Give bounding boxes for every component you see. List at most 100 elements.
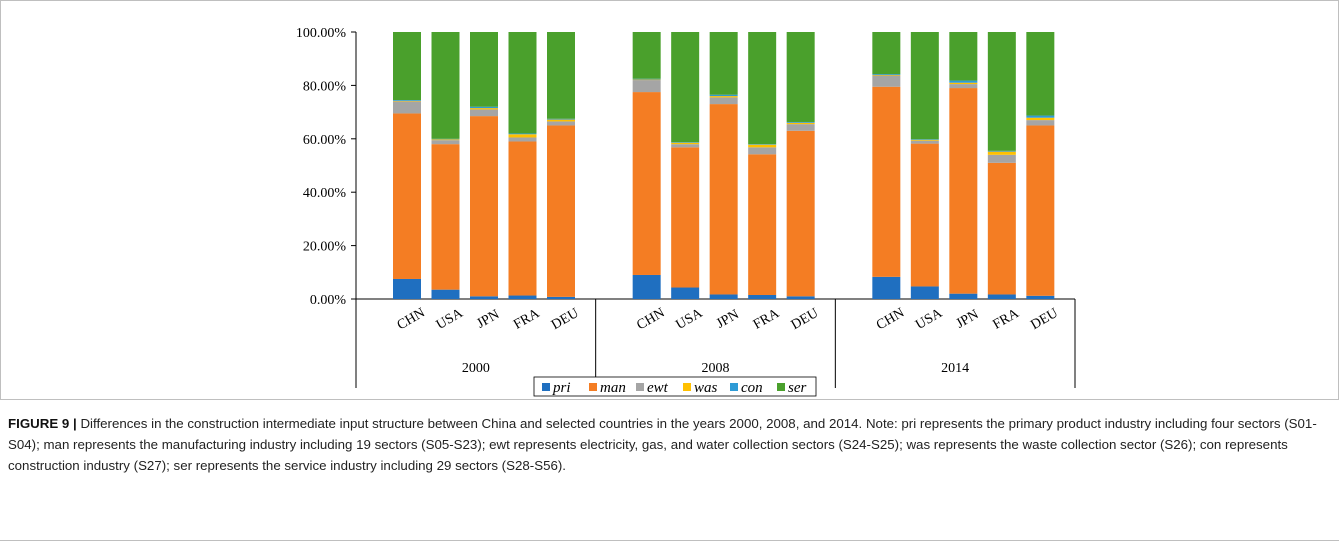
bar-segment-pri bbox=[910, 286, 939, 299]
bar-segment-con bbox=[748, 144, 777, 145]
bar-segment-con bbox=[632, 78, 661, 80]
bar-segment-pri bbox=[671, 287, 700, 299]
y-tick-label: 80.00% bbox=[303, 79, 347, 94]
bar-segment-ser bbox=[748, 32, 777, 145]
bar-segment-pri bbox=[987, 294, 1016, 299]
bar-segment-con bbox=[949, 80, 978, 83]
bar-segment-was bbox=[470, 108, 498, 110]
y-tick-label: 40.00% bbox=[303, 186, 347, 201]
legend-swatch-ser bbox=[777, 383, 785, 391]
bar-segment-ser bbox=[431, 32, 460, 139]
bar-segment-was bbox=[987, 151, 1016, 155]
bar-segment-man bbox=[748, 154, 777, 295]
group-label: 2008 bbox=[702, 361, 730, 376]
x-tick-label: USA bbox=[913, 305, 946, 332]
bar-segment-was bbox=[671, 142, 700, 145]
x-tick-label: FRA bbox=[991, 306, 1023, 333]
bar-segment-pri bbox=[949, 293, 978, 299]
bar-segment-con bbox=[431, 138, 460, 140]
x-tick-label: USA bbox=[674, 305, 707, 332]
bar-segment-con bbox=[987, 150, 1016, 152]
legend-swatch-was bbox=[683, 383, 691, 391]
bar-segment-con bbox=[709, 94, 738, 97]
x-tick-label: DEU bbox=[789, 306, 821, 333]
bar-segment-pri bbox=[547, 296, 575, 299]
legend-label-pri: pri bbox=[552, 380, 571, 396]
bar-segment-ewt bbox=[632, 80, 661, 93]
bar-segment-was bbox=[431, 139, 460, 141]
figure-frame: 0.00% 20.00% 40.00% 60.00% 80.00% 100.00% CHN U… bbox=[0, 0, 1339, 400]
bar-segment-ewt bbox=[949, 84, 978, 89]
bar-segment-ewt bbox=[547, 121, 575, 126]
bar-segment-ser bbox=[872, 32, 901, 75]
caption-label: FIGURE 9 | bbox=[8, 416, 77, 431]
x-tick-label: CHN bbox=[874, 306, 907, 334]
bar-segment-man bbox=[431, 144, 460, 290]
bar-segment-pri bbox=[748, 294, 777, 299]
bar-segment-man bbox=[547, 125, 575, 297]
legend-swatch-man bbox=[589, 383, 597, 391]
bar-segment-ser bbox=[987, 32, 1016, 151]
x-tick-label: FRA bbox=[511, 306, 543, 333]
bar-segment-ser bbox=[508, 32, 537, 134]
group-label: 2014 bbox=[941, 361, 969, 376]
x-tick-label: FRA bbox=[751, 306, 783, 333]
group-label: 2000 bbox=[462, 361, 490, 376]
y-tick-label: 20.00% bbox=[303, 240, 347, 255]
bar-segment-ser bbox=[786, 32, 815, 122]
bar-segment-ser bbox=[393, 32, 421, 101]
bar-segment-ser bbox=[671, 32, 700, 143]
bar-segment-pri bbox=[872, 276, 901, 299]
bottom-divider bbox=[0, 540, 1339, 541]
legend-label-was: was bbox=[694, 380, 718, 396]
bar-segment-ser bbox=[709, 32, 738, 95]
bar-segment-man bbox=[470, 116, 498, 297]
bar-segment-man bbox=[709, 104, 738, 295]
bar-segment-was bbox=[1026, 117, 1055, 121]
bar-segment-con bbox=[910, 139, 939, 140]
bar-segment-man bbox=[632, 92, 661, 275]
y-tick-label: 60.00% bbox=[303, 133, 347, 148]
bar-segment-was bbox=[547, 119, 575, 122]
legend-label-man: man bbox=[600, 380, 626, 396]
bar-segment-ewt bbox=[431, 140, 460, 145]
bar-segment-ewt bbox=[872, 75, 901, 87]
bar-segment-man bbox=[987, 162, 1016, 295]
bar-segment-pri bbox=[786, 296, 815, 299]
bar-segment-man bbox=[671, 147, 700, 288]
bar-segment-man bbox=[508, 141, 537, 296]
x-tick-label: JPN bbox=[714, 307, 742, 332]
bar-segment-was bbox=[709, 96, 738, 98]
bar-segment-man bbox=[949, 88, 978, 294]
caption-text: Differences in the construction intermed… bbox=[8, 416, 1317, 473]
y-tick-label: 100.00% bbox=[296, 26, 347, 41]
bar-segment-con bbox=[872, 74, 901, 75]
x-tick-label: JPN bbox=[954, 307, 982, 332]
bar-segment-was bbox=[508, 134, 537, 138]
bar-segment-pri bbox=[632, 274, 661, 299]
bar-segment-was bbox=[748, 144, 777, 148]
bar-segment-ser bbox=[910, 32, 939, 140]
bar-segment-man bbox=[1026, 125, 1055, 296]
bar-segment-ewt bbox=[470, 109, 498, 117]
bar-segment-ewt bbox=[987, 154, 1016, 163]
bar-segment-ser bbox=[1026, 32, 1055, 116]
bar-segment-pri bbox=[1026, 295, 1055, 299]
bar-segment-pri bbox=[470, 296, 498, 299]
y-tick-label: 0.00% bbox=[310, 293, 347, 308]
bar-segment-con bbox=[508, 133, 537, 135]
bar-segment-ewt bbox=[910, 140, 939, 144]
bar-segment-was bbox=[786, 122, 815, 125]
bar-segment-con bbox=[1026, 115, 1055, 118]
bar-segment-con bbox=[470, 106, 498, 109]
bar-segment-pri bbox=[508, 295, 537, 299]
x-tick-label: CHN bbox=[395, 306, 428, 334]
bar-segment-was bbox=[949, 82, 978, 85]
bar-segment-ewt bbox=[786, 124, 815, 131]
bar-segment-was bbox=[872, 74, 901, 76]
bar-segment-con bbox=[547, 118, 575, 120]
bar-segment-was bbox=[910, 139, 939, 141]
bar-segment-ewt bbox=[1026, 120, 1055, 126]
legend-swatch-con bbox=[730, 383, 738, 391]
bar-segment-was bbox=[632, 79, 661, 81]
